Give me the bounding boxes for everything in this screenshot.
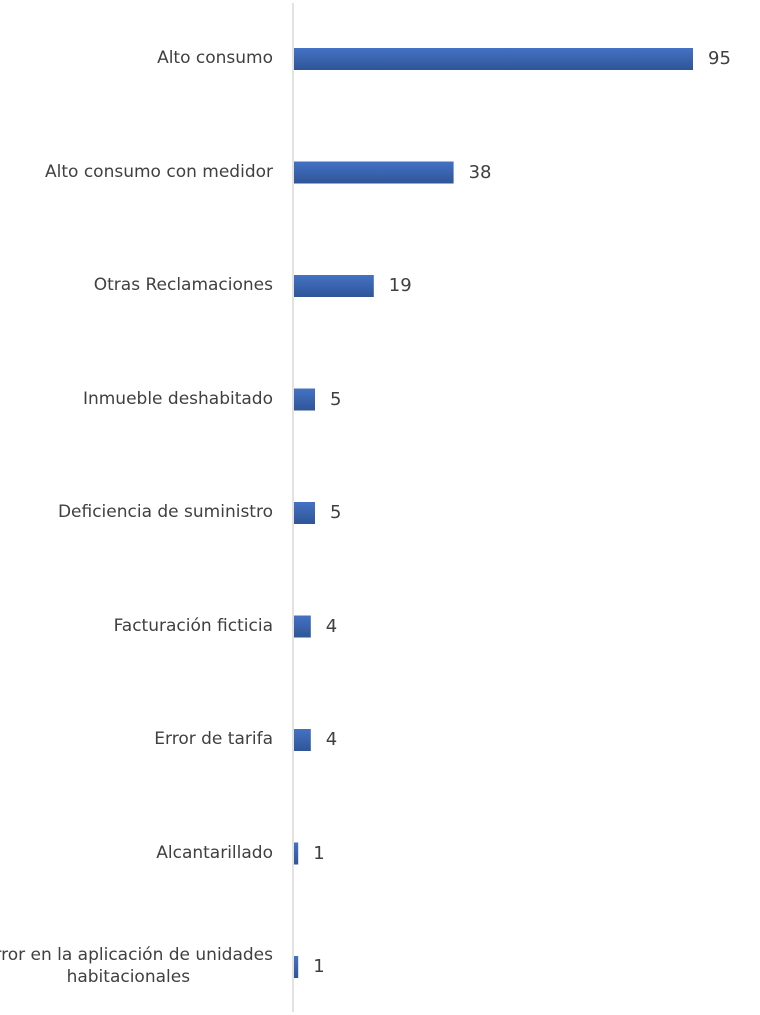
category-label: Facturación ficticia	[114, 615, 273, 637]
data-label: 1	[313, 842, 325, 864]
data-label: 38	[468, 161, 492, 183]
category-label-line: Deficiencia de suministro	[57, 502, 273, 522]
category-label: Inmueble deshabitado	[83, 388, 273, 410]
data-label: 4	[325, 615, 338, 637]
data-label: 19	[388, 275, 412, 296]
data-label: 4	[325, 729, 338, 750]
bar	[294, 161, 454, 184]
category-label: Deficiencia de suministro	[58, 501, 273, 523]
bar	[294, 842, 299, 865]
category-label-line: Facturación ficticia	[113, 615, 273, 636]
bar	[294, 502, 315, 524]
bar	[294, 275, 374, 297]
category-label: Otras Reclamaciones	[94, 274, 273, 296]
category-label: Error en la aplicación de unidades habita…	[0, 944, 273, 988]
category-label-line: Alcantarillado	[156, 842, 273, 863]
data-label: 1	[313, 956, 325, 977]
category-label: Error de tarifa	[154, 728, 273, 750]
data-label: 5	[330, 502, 342, 523]
bar	[294, 388, 315, 411]
bar	[294, 729, 311, 751]
data-label: 5	[330, 388, 342, 410]
data-label: 95	[708, 48, 731, 69]
category-label-line: habitacionales	[66, 967, 191, 987]
category-label-line: Error de tarifa	[154, 729, 273, 749]
category-label: Alto consumo	[157, 47, 273, 69]
category-label-line: Alto consumo con medidor	[45, 161, 273, 182]
bar	[294, 48, 693, 70]
category-label: Alcantarillado	[156, 842, 273, 864]
category-label: Alto consumo con medidor	[45, 161, 273, 183]
category-label-line: Error en la aplicación de unidades	[0, 945, 273, 965]
category-label-line: Inmueble deshabitado	[82, 388, 273, 409]
bar	[294, 956, 299, 978]
category-label-line: Alto consumo	[157, 48, 273, 68]
bar	[294, 615, 311, 638]
category-label-line: Otras Reclamaciones	[93, 275, 273, 295]
